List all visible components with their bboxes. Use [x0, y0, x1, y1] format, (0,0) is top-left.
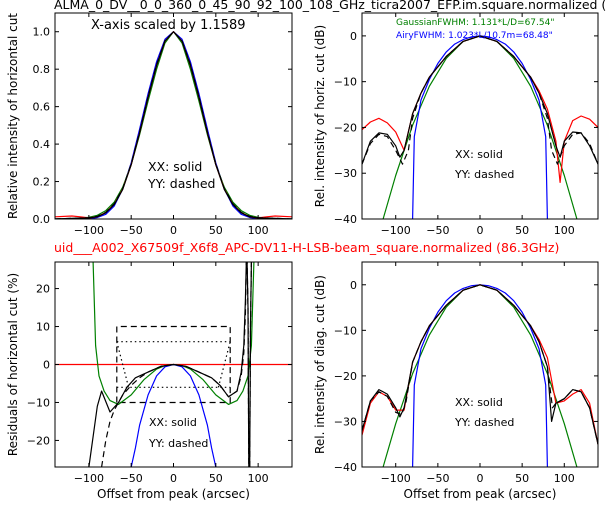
p4-ytick-label: −30: [334, 415, 357, 428]
p1-ylabel: Relative intensity of horizontal cut: [6, 13, 20, 219]
p4-xtick-label: −100: [381, 472, 411, 485]
p2-ytick-label: −20: [334, 121, 357, 134]
p4-ytick-label: −10: [334, 324, 357, 337]
p3-series-5: [217, 341, 231, 388]
p2-series-3: [362, 35, 598, 165]
p3-xlabel: Offset from peak (arcsec): [97, 487, 250, 501]
p3-xtick-label: −50: [120, 472, 143, 485]
p2-plot-area: [362, 35, 598, 219]
p3-yy-label: YY: dashed: [148, 437, 208, 450]
p1-xtick-label: 100: [248, 224, 269, 237]
p3-ytick-label: −20: [27, 434, 50, 447]
p1-plot-area: [55, 31, 292, 219]
p2-gaussian-fwhm: GaussianFWHM: 1.131*L/D=67.54": [396, 18, 554, 28]
top-title: ALMA_0_DV__0_0_360_0_45_90_92_100_108_GH…: [54, 0, 606, 12]
p2-ylabel: Rel. intensity of horiz. cut (dB): [313, 25, 327, 207]
p1-series-4: [55, 31, 292, 219]
p3-xx-label: XX: solid: [149, 416, 197, 429]
p4-xlabel: Offset from peak (arcsec): [404, 487, 557, 501]
p1-xtick-label: 50: [209, 224, 223, 237]
p4-ytick-label: −20: [334, 370, 357, 383]
p1-ytick-label: 0.2: [33, 176, 51, 189]
p3-xtick-label: −100: [74, 472, 104, 485]
p1-ytick-label: 0.8: [33, 63, 51, 76]
p2-frame: [361, 12, 599, 220]
p4-series-1: [412, 284, 548, 467]
p1-xx-label: XX: solid: [148, 159, 202, 174]
p4-plot-area: [362, 284, 598, 467]
panel-horizontal-cut-linear: −100 −50 0 50 100 0.0 0.2 0.4 0.6 0.8 1.0 Relative …: [6, 12, 293, 237]
p3-ytick-label: 20: [36, 283, 50, 296]
p4-xtick-label: 50: [515, 472, 529, 485]
p2-xtick-label: −100: [381, 224, 411, 237]
p4-frame: [361, 261, 599, 468]
p2-series-1: [412, 35, 548, 219]
p3-xtick-label: 50: [209, 472, 223, 485]
p1-ytick-label: 0.6: [33, 101, 51, 114]
p2-airy-fwhm: AiryFWHM: 1.023*L/10.7m=68.48": [396, 31, 553, 41]
p2-yy-label: YY: dashed: [454, 168, 514, 181]
p3-ylabel: Residuals of horizontal cut (%): [6, 273, 20, 456]
p4-series-4: [362, 284, 598, 445]
p2-xtick-label: −50: [426, 224, 449, 237]
p3-ytick-label: 10: [36, 321, 50, 334]
p2-xtick-label: 50: [515, 224, 529, 237]
p1-ytick-label: 1.0: [33, 26, 51, 39]
p2-ytick-label: 0: [350, 30, 357, 43]
p1-yy-label: YY: dashed: [147, 176, 215, 191]
p2-ytick-label: −10: [334, 76, 357, 89]
p4-ytick-label: −40: [334, 461, 357, 474]
p3-xtick-label: 100: [248, 472, 269, 485]
p3-xtick-label: 0: [170, 472, 177, 485]
p4-xtick-label: −50: [426, 472, 449, 485]
p1-ytick-label: 0.4: [33, 138, 51, 151]
p3-ytick-label: −10: [27, 396, 50, 409]
p2-xtick-label: 100: [554, 224, 575, 237]
p2-xx-label: XX: solid: [455, 148, 503, 161]
p2-series-0: [382, 35, 578, 219]
p2-series-4: [362, 35, 598, 165]
p4-ytick-label: 0: [350, 279, 357, 292]
p1-xtick-label: −50: [120, 224, 143, 237]
p1-ytick-label: 0.0: [33, 213, 51, 226]
p3-series-9: [101, 262, 254, 467]
p1-xtick-label: 0: [170, 224, 177, 237]
p3-ytick-label: 0: [43, 359, 50, 372]
p3-series-1: [116, 325, 231, 404]
p1-xtick-label: −100: [74, 224, 104, 237]
p4-yy-label: YY: dashed: [454, 416, 514, 429]
p2-xtick-label: 0: [477, 224, 484, 237]
p4-ylabel: Rel. intensity of diag. cut (dB): [313, 275, 327, 454]
p2-ytick-label: −30: [334, 167, 357, 180]
p2-ytick-label: −40: [334, 213, 357, 226]
p1-scale-note: X-axis scaled by 1.1589: [91, 18, 246, 33]
p4-xtick-label: 100: [554, 472, 575, 485]
middle-title: uid___A002_X67509f_X6f8_APC-DV11-H-LSB-b…: [54, 240, 559, 255]
p3-series-4: [116, 341, 130, 388]
p4-xx-label: XX: solid: [455, 396, 503, 409]
p3-plot-area: [55, 262, 292, 467]
p4-xtick-label: 0: [477, 472, 484, 485]
